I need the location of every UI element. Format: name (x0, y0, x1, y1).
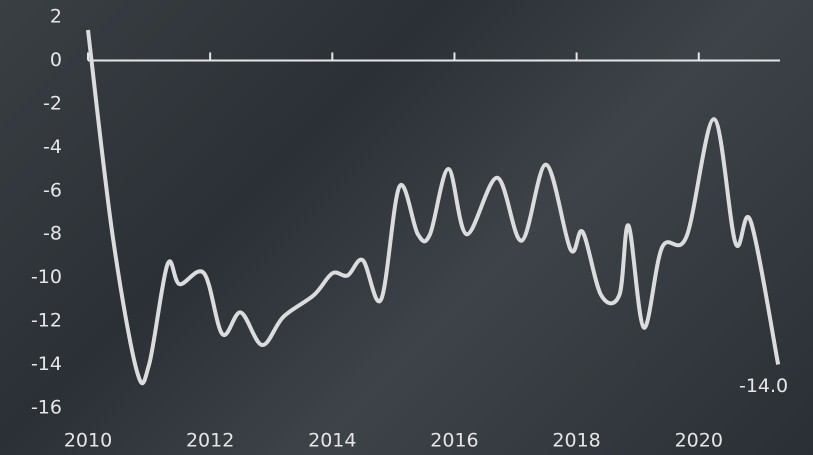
y-tick-label: -16 (31, 397, 62, 419)
line (86, 29, 781, 386)
y-tick-label: -14 (31, 353, 62, 375)
x-tick-label: 2016 (430, 430, 478, 452)
x-tick-label: 2014 (308, 430, 356, 452)
y-tick-label: -6 (43, 179, 62, 201)
y-tick-label: 2 (50, 6, 62, 28)
x-tick-label: 2018 (552, 430, 600, 452)
y-tick-label: -2 (43, 92, 62, 114)
y-tick-label: -4 (43, 136, 62, 158)
x-tick-label: 2010 (64, 430, 112, 452)
x-tick-label: 2020 (675, 430, 723, 452)
y-tick-label: -10 (31, 266, 62, 288)
y-tick-label: 0 (50, 49, 62, 71)
y-tick-label: -12 (31, 310, 62, 332)
value-label: -14.0 (739, 375, 788, 397)
x-tick-label: 2012 (186, 430, 234, 452)
y-tick-label: -8 (43, 223, 62, 245)
